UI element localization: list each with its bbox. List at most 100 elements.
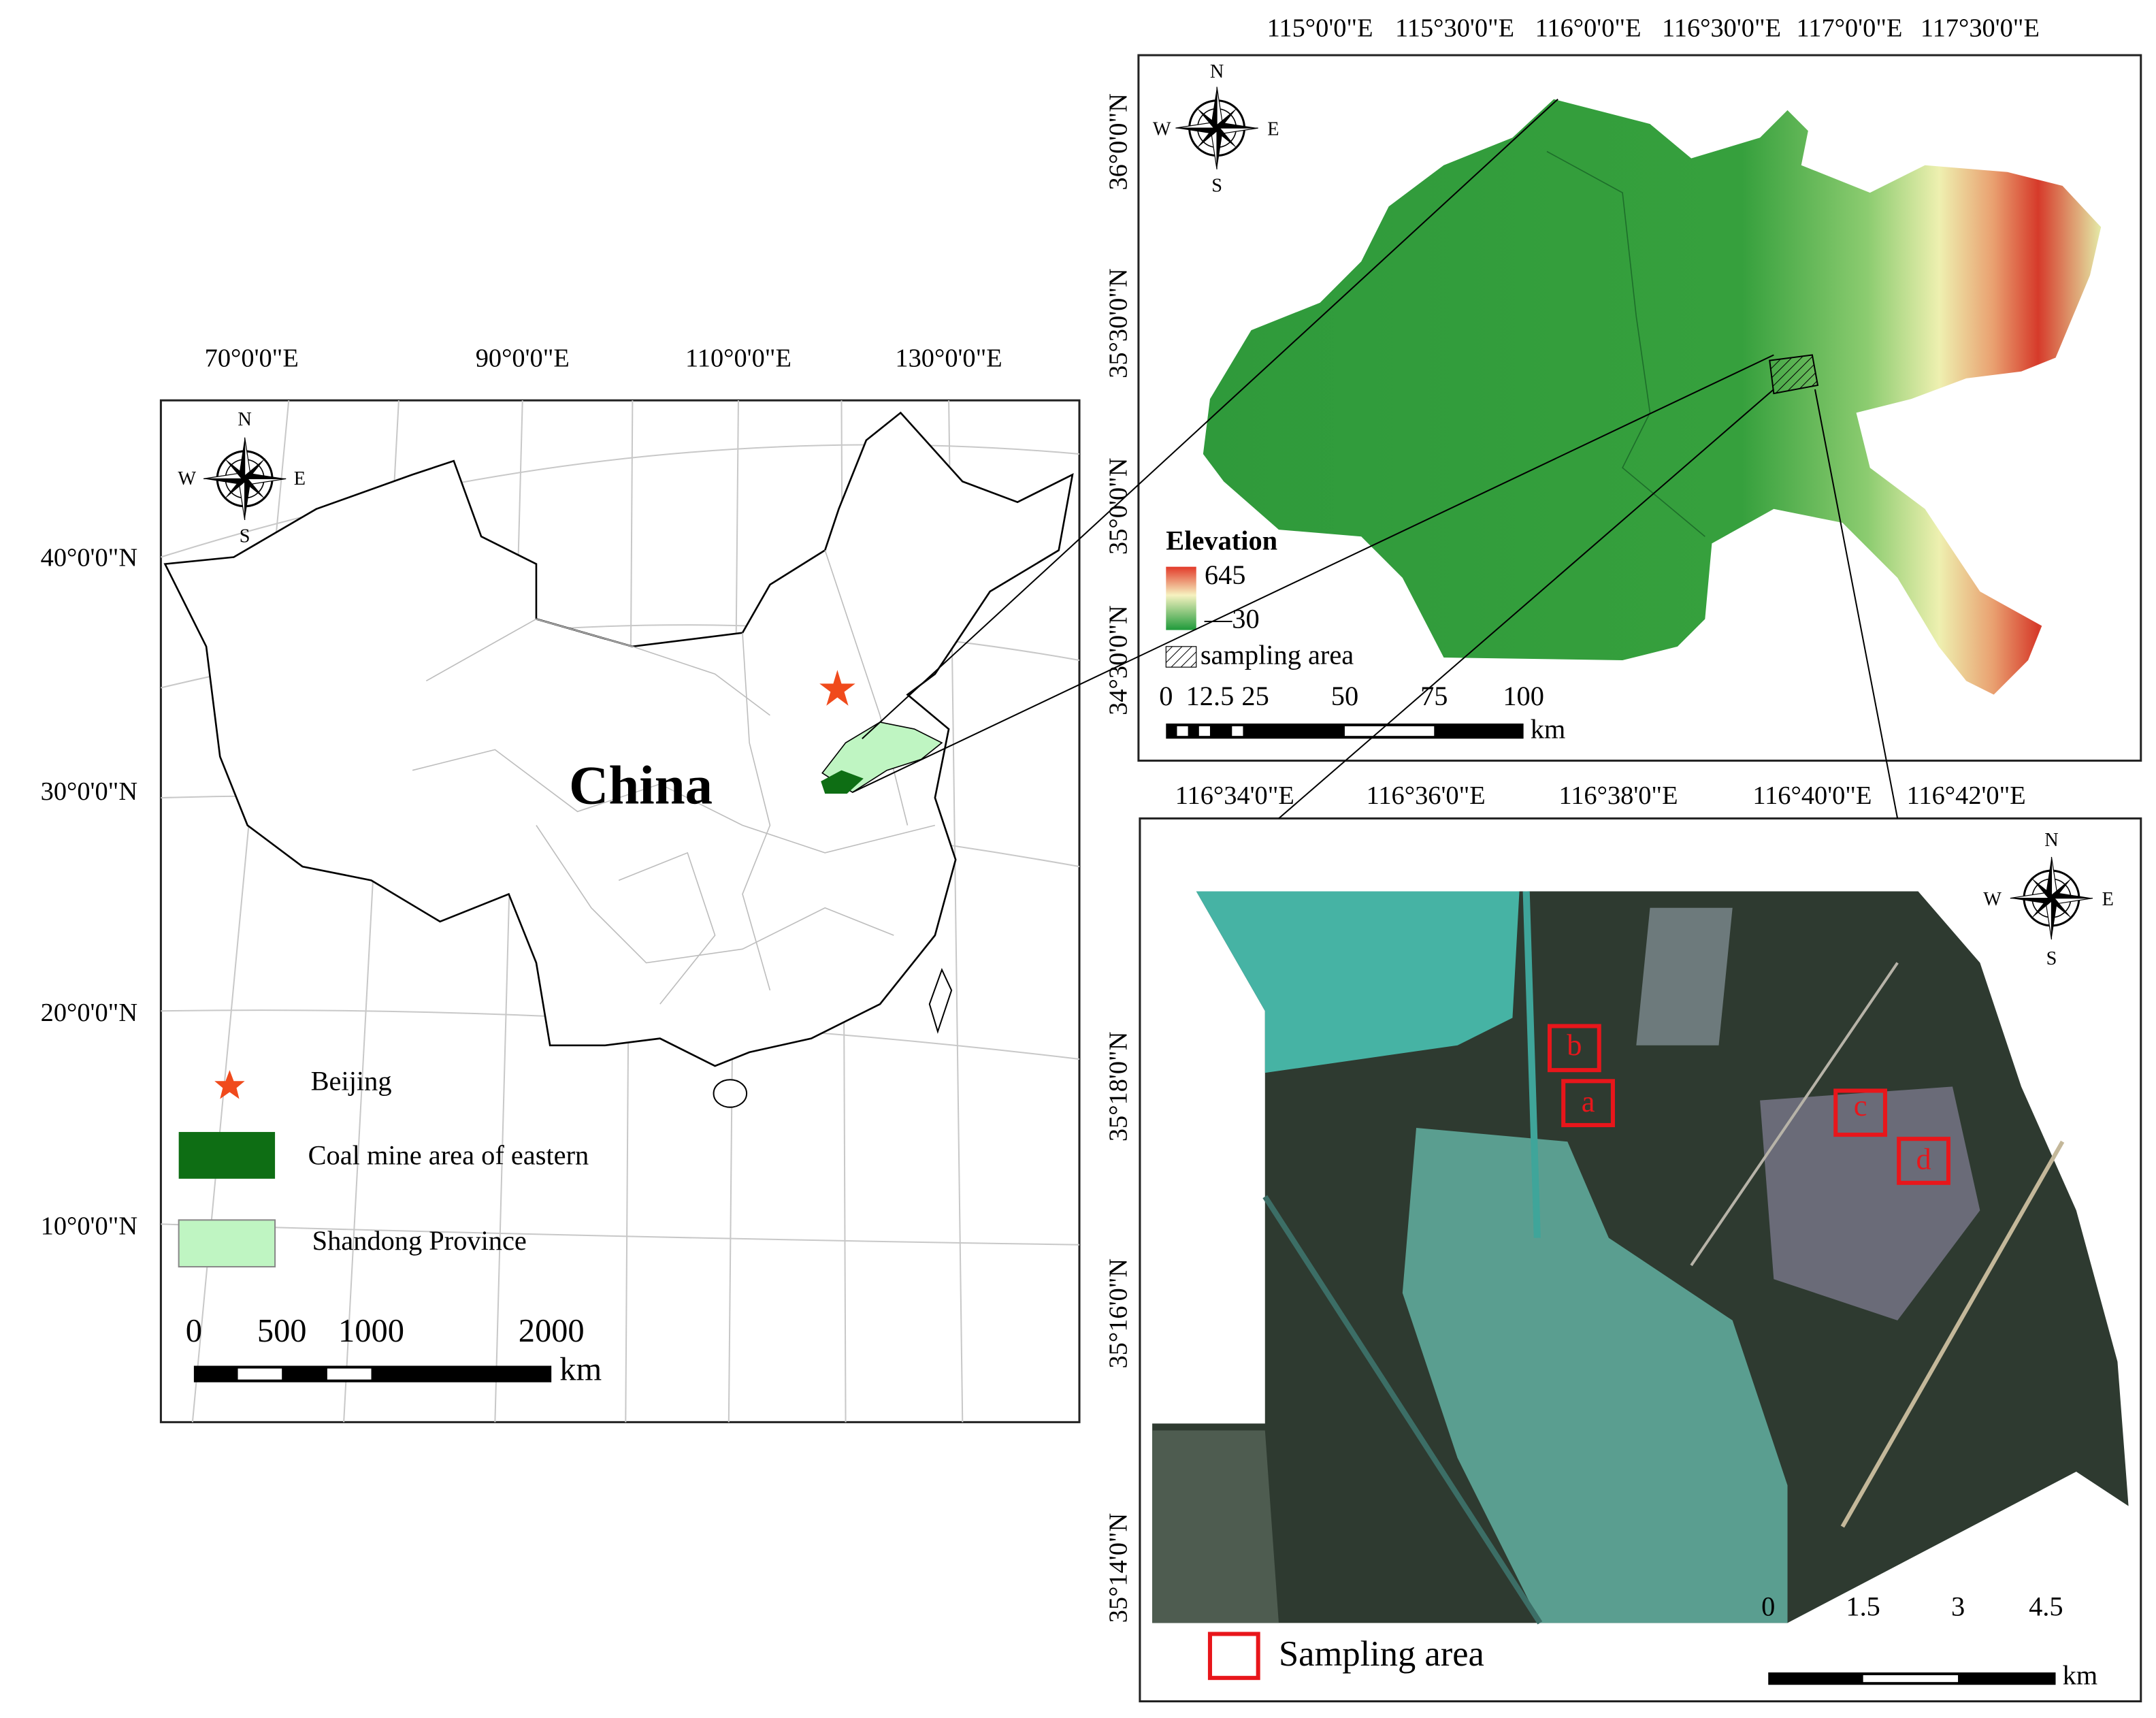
lat-label: 35°30'0"N <box>1104 268 1132 378</box>
scale-bar <box>1768 1672 2056 1685</box>
lat-label: 35°16'0"N <box>1104 1259 1132 1369</box>
scale-label: 100 <box>1503 681 1544 711</box>
compass-s: S <box>240 526 250 547</box>
lat-label: 35°14'0"N <box>1104 1513 1132 1623</box>
scale-label: 0 <box>1159 681 1173 711</box>
map-frame <box>1139 817 2142 1703</box>
lat-label: 35°0'0"N <box>1104 458 1132 555</box>
sampling-area <box>1769 354 1819 395</box>
legend-label: sampling area <box>1200 639 1354 670</box>
compass-w: W <box>178 468 196 489</box>
road <box>1690 962 1899 1267</box>
lat-label: 20°0'0"N <box>41 999 137 1027</box>
compass-s: S <box>2046 948 2057 969</box>
scale-bar <box>1166 723 1524 739</box>
legend-symbol <box>178 1132 276 1179</box>
taiwan <box>928 967 953 1034</box>
map-frame <box>1137 54 2142 762</box>
scale-label: 25 <box>1241 681 1269 711</box>
lon-label: 116°42'0"E <box>1907 781 2026 810</box>
compass-w: W <box>1983 889 2002 910</box>
compass <box>2009 856 2094 941</box>
compass-e: E <box>294 468 306 489</box>
legend-symbol <box>1207 1632 1260 1681</box>
scale-label: 2000 <box>519 1313 585 1349</box>
lon-label: 115°30'0"E <box>1395 14 1514 43</box>
settlement <box>1760 1086 1980 1320</box>
legend-symbol <box>1165 646 1197 668</box>
lat-label: 36°0'0"N <box>1104 93 1132 190</box>
canal <box>1262 1195 1543 1625</box>
beijing-marker <box>819 670 855 706</box>
lon-label: 116°40'0"E <box>1752 781 1872 810</box>
scale-unit: km <box>1531 713 1566 744</box>
compass <box>202 436 287 521</box>
country-label: China <box>569 756 713 816</box>
compass-e: E <box>2102 889 2114 910</box>
elevation-ramp <box>1166 566 1196 630</box>
lon-label: 116°0'0"E <box>1535 14 1642 43</box>
site-box <box>1833 1088 1888 1137</box>
lat-label: 10°0'0"N <box>41 1212 137 1240</box>
lon-label: 116°34'0"E <box>1175 781 1294 810</box>
compass-s: S <box>1211 176 1222 197</box>
province-borders <box>412 550 936 1005</box>
site-label: a <box>1582 1084 1595 1118</box>
legend-label: Shandong Province <box>312 1225 527 1256</box>
overview-map: N W E S China 70°0'0"E 90°0'0"E 110°0'0"… <box>41 344 1081 1423</box>
compass-w: W <box>1153 119 1171 140</box>
site-label: b <box>1567 1028 1582 1062</box>
lon-label: 110°0'0"E <box>685 344 791 372</box>
lat-label: 30°0'0"N <box>41 777 137 806</box>
scale-label: 1.5 <box>1846 1591 1880 1621</box>
map-frame <box>159 399 1081 1423</box>
scale-bar <box>193 1365 552 1382</box>
coal-mine-area <box>821 770 864 794</box>
scale-unit: km <box>2063 1659 2098 1690</box>
county-border <box>1546 150 1705 537</box>
scale-unit: km <box>559 1352 602 1388</box>
lon-label: 117°30'0"E <box>1921 14 2040 43</box>
road <box>1840 1140 2065 1528</box>
legend-label: Coal mine area of eastern <box>308 1140 589 1171</box>
scale-label: 500 <box>257 1313 307 1349</box>
site-box <box>1897 1137 1950 1185</box>
legend-symbol <box>214 1070 245 1099</box>
scale-label: 3 <box>1951 1591 1965 1621</box>
scale-label: 12.5 <box>1186 681 1235 711</box>
lat-label: 34°30'0"N <box>1104 605 1132 715</box>
scale-label: 75 <box>1420 681 1448 711</box>
compass-n: N <box>2044 830 2058 851</box>
legend-min: —30 <box>1204 604 1260 634</box>
legend-title: Elevation <box>1166 525 1277 556</box>
legend-label: Beijing <box>311 1066 392 1097</box>
compass <box>1174 86 1260 171</box>
lon-label: 117°0'0"E <box>1797 14 1903 43</box>
compass-e: E <box>1267 119 1279 140</box>
scale-label: 4.5 <box>2029 1591 2063 1621</box>
elevation-map: N W E S 115°0'0"E 115°30'0"E 116°0'0"E 1… <box>1104 14 2142 762</box>
settlement <box>1636 907 1733 1046</box>
elevation-surface <box>1203 99 2102 695</box>
site-box <box>1547 1024 1601 1073</box>
legend-label: Sampling area <box>1279 1634 1484 1674</box>
lat-label: 40°0'0"N <box>41 543 137 572</box>
site-label: d <box>1916 1142 1931 1176</box>
scale-label: 50 <box>1331 681 1358 711</box>
study-area-map: a b c d N W E S 116°34'0"E 116°36'0"E 11… <box>1104 781 2142 1703</box>
lon-label: 130°0'0"E <box>895 344 1002 372</box>
canal <box>1522 891 1541 1238</box>
scale-label: 0 <box>1761 1591 1775 1621</box>
connector-lines <box>852 98 1899 820</box>
lon-label: 115°0'0"E <box>1267 14 1373 43</box>
scale-label: 0 <box>186 1313 202 1349</box>
lon-label: 90°0'0"E <box>476 344 570 372</box>
country-outline <box>163 411 1074 1067</box>
site-box <box>1561 1079 1615 1127</box>
legend-symbol <box>178 1219 276 1268</box>
site-label: c <box>1854 1088 1867 1122</box>
compass-n: N <box>238 409 251 430</box>
lon-label: 116°38'0"E <box>1558 781 1678 810</box>
farmland <box>1152 1430 1279 1623</box>
